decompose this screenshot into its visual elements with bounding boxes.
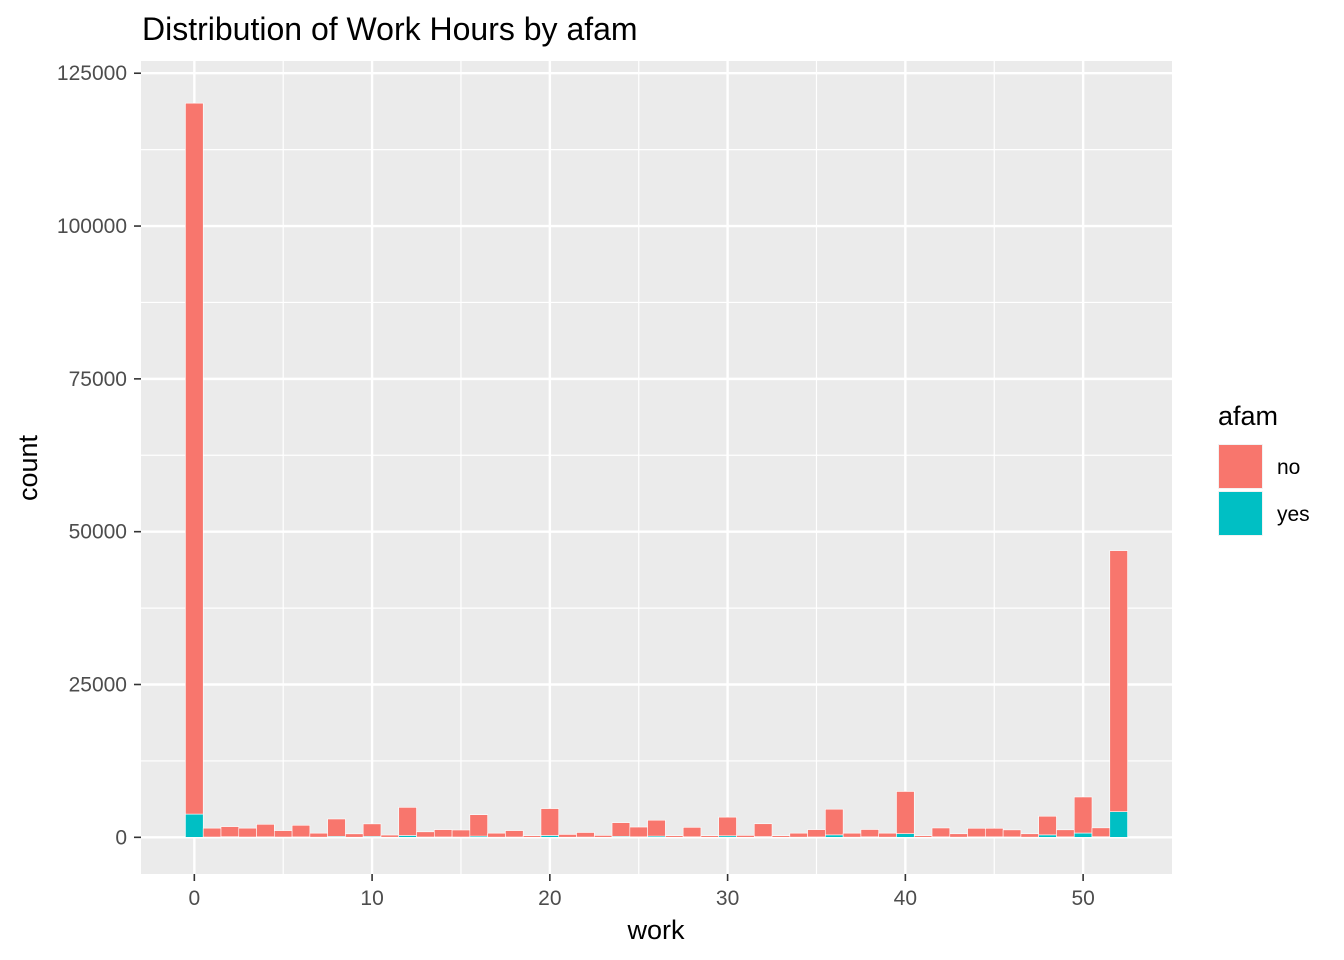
- x-tick-label: 50: [1071, 887, 1094, 910]
- legend: afam no yes: [1218, 401, 1310, 536]
- bar-no-3: [238, 827, 257, 838]
- plot-panel: [141, 61, 1172, 874]
- bar-yes-50: [1073, 832, 1093, 838]
- bar-no-14: [434, 829, 453, 838]
- bar-no-44: [967, 827, 986, 838]
- bar-no-42: [931, 827, 951, 838]
- bar-no-18: [505, 830, 524, 838]
- bar-yes-52: [1109, 811, 1128, 838]
- bar-no-51: [1091, 827, 1111, 838]
- bar-no-8: [327, 818, 346, 837]
- bar-no-45: [985, 827, 1004, 838]
- bar-no-32: [753, 823, 773, 837]
- bar-no-7: [309, 832, 328, 838]
- bar-yes-0: [185, 813, 204, 838]
- y-axis-title: count: [13, 434, 43, 501]
- bar-no-37: [842, 832, 862, 838]
- bar-no-22: [576, 832, 595, 838]
- chart-title: Distribution of Work Hours by afam: [142, 11, 638, 47]
- bar-no-24: [611, 822, 631, 837]
- x-tick-label: 40: [894, 887, 917, 910]
- y-tick-label: 100000: [57, 215, 127, 238]
- y-tick-label: 0: [115, 826, 127, 849]
- y-tick-label: 25000: [69, 674, 127, 697]
- bar-no-25: [629, 826, 648, 838]
- y-axis-ticks: 0 25000 50000 75000 100000 125000: [57, 62, 141, 849]
- bar-no-12: [398, 807, 417, 836]
- bar-no-52: [1109, 550, 1128, 812]
- y-tick-label: 125000: [57, 62, 127, 85]
- bar-no-41: [913, 835, 933, 838]
- legend-label-yes: yes: [1277, 503, 1310, 526]
- x-tick-label: 30: [716, 887, 739, 910]
- bar-no-1: [202, 827, 222, 838]
- bar-no-33: [771, 835, 791, 838]
- bar-no-47: [1020, 833, 1039, 838]
- bar-no-29: [700, 835, 720, 838]
- bar-no-15: [451, 829, 471, 838]
- y-tick-label: 75000: [69, 368, 127, 391]
- bar-no-19: [522, 835, 542, 838]
- y-tick-label: 50000: [69, 521, 127, 544]
- bar-no-40: [896, 791, 915, 834]
- bar-no-50: [1073, 796, 1093, 834]
- bar-no-21: [558, 834, 577, 838]
- bars: [185, 102, 1128, 838]
- x-tick-label: 0: [188, 887, 200, 910]
- bar-no-36: [825, 808, 844, 836]
- bar-no-10: [362, 823, 382, 837]
- bar-no-4: [256, 824, 275, 838]
- legend-title: afam: [1218, 401, 1278, 431]
- bar-no-38: [860, 829, 879, 838]
- bar-no-16: [469, 814, 488, 837]
- bar-no-6: [291, 824, 311, 838]
- bar-no-20: [540, 808, 560, 836]
- minor-gridlines: [141, 61, 1172, 874]
- bar-no-35: [807, 829, 826, 838]
- bar-no-2: [220, 826, 240, 838]
- x-axis-title: work: [626, 915, 685, 945]
- bar-no-31: [736, 835, 755, 838]
- bar-no-13: [416, 831, 435, 838]
- bar-no-26: [647, 819, 666, 837]
- bar-no-30: [718, 816, 737, 837]
- legend-key-no: [1219, 445, 1262, 488]
- bar-no-34: [789, 832, 808, 838]
- x-tick-label: 20: [538, 887, 561, 910]
- bar-no-49: [1056, 829, 1075, 838]
- bar-no-17: [487, 832, 506, 838]
- bar-no-27: [665, 835, 684, 838]
- bar-yes-36: [825, 834, 844, 838]
- bar-yes-48: [1038, 834, 1057, 838]
- bar-no-43: [949, 833, 968, 838]
- legend-key-yes: [1219, 492, 1262, 535]
- bar-no-46: [1002, 829, 1022, 838]
- bar-no-0: [185, 102, 204, 815]
- bar-no-48: [1038, 815, 1057, 836]
- bar-no-39: [878, 832, 897, 838]
- bar-no-11: [380, 834, 400, 838]
- x-tick-label: 10: [360, 887, 383, 910]
- bar-no-9: [345, 833, 364, 838]
- bar-yes-40: [896, 833, 915, 838]
- bar-no-28: [682, 827, 702, 838]
- legend-label-no: no: [1277, 456, 1300, 479]
- x-axis-ticks: 0 10 20 30 40 50: [188, 874, 1095, 910]
- bar-no-23: [593, 835, 613, 838]
- bar-no-5: [274, 830, 293, 838]
